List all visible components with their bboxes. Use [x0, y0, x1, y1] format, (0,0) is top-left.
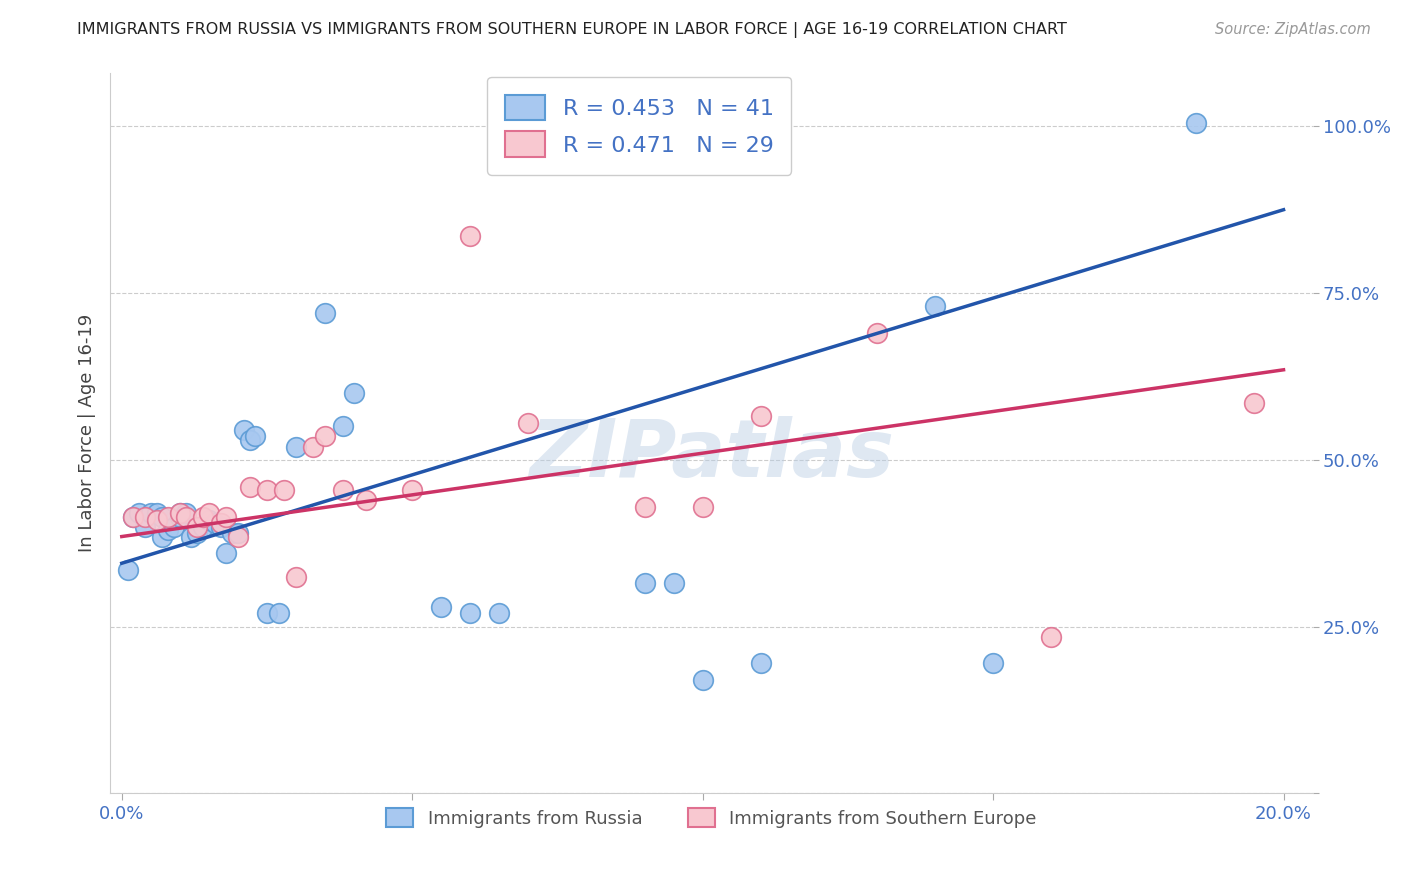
Point: [180, 530, 202, 544]
Point: [174, 506, 197, 520]
Point: [226, 530, 249, 544]
Point: [152, 530, 174, 544]
Point: [343, 386, 366, 401]
Point: [1185, 116, 1208, 130]
Point: [191, 509, 214, 524]
Point: [245, 429, 267, 443]
Point: [692, 673, 714, 687]
Point: [134, 519, 156, 533]
Point: [1243, 396, 1265, 410]
Text: Source: ZipAtlas.com: Source: ZipAtlas.com: [1215, 22, 1371, 37]
Point: [198, 513, 221, 527]
Point: [169, 506, 191, 520]
Point: [314, 429, 336, 443]
Legend: Immigrants from Russia, Immigrants from Southern Europe: Immigrants from Russia, Immigrants from …: [380, 801, 1043, 835]
Point: [866, 326, 889, 340]
Point: [633, 576, 655, 591]
Point: [285, 440, 308, 454]
Point: [749, 409, 772, 424]
Point: [157, 523, 180, 537]
Point: [186, 526, 208, 541]
Text: IMMIGRANTS FROM RUSSIA VS IMMIGRANTS FROM SOUTHERN EUROPE IN LABOR FORCE | AGE 1: IMMIGRANTS FROM RUSSIA VS IMMIGRANTS FRO…: [77, 22, 1067, 38]
Point: [186, 519, 208, 533]
Point: [354, 492, 377, 507]
Point: [209, 516, 232, 531]
Point: [174, 509, 197, 524]
Point: [517, 416, 540, 430]
Point: [226, 526, 249, 541]
Point: [117, 563, 139, 577]
Point: [239, 433, 262, 447]
Point: [302, 440, 325, 454]
Point: [256, 607, 278, 621]
Y-axis label: In Labor Force | Age 16-19: In Labor Force | Age 16-19: [79, 314, 96, 552]
Point: [198, 506, 221, 520]
Point: [458, 607, 481, 621]
Point: [633, 500, 655, 514]
Point: [273, 483, 295, 497]
Point: [139, 506, 162, 520]
Point: [239, 479, 262, 493]
Point: [488, 607, 510, 621]
Point: [749, 657, 772, 671]
Point: [285, 569, 308, 583]
Point: [981, 657, 1004, 671]
Point: [157, 509, 180, 524]
Point: [191, 519, 214, 533]
Point: [314, 306, 336, 320]
Point: [145, 506, 167, 520]
Point: [145, 513, 167, 527]
Point: [215, 546, 238, 560]
Point: [221, 526, 243, 541]
Point: [924, 300, 946, 314]
Point: [134, 509, 156, 524]
Point: [163, 519, 186, 533]
Point: [256, 483, 278, 497]
Point: [430, 599, 453, 614]
Point: [401, 483, 423, 497]
Point: [1040, 630, 1063, 644]
Point: [232, 423, 254, 437]
Point: [267, 607, 290, 621]
Point: [122, 509, 145, 524]
Point: [169, 506, 191, 520]
Point: [215, 509, 238, 524]
Point: [332, 419, 354, 434]
Point: [662, 576, 685, 591]
Text: ZIPatlas: ZIPatlas: [529, 416, 894, 494]
Point: [152, 509, 174, 524]
Point: [169, 509, 191, 524]
Point: [332, 483, 354, 497]
Point: [209, 519, 232, 533]
Point: [122, 509, 145, 524]
Point: [458, 229, 481, 244]
Point: [128, 506, 150, 520]
Point: [692, 500, 714, 514]
Point: [204, 516, 226, 531]
